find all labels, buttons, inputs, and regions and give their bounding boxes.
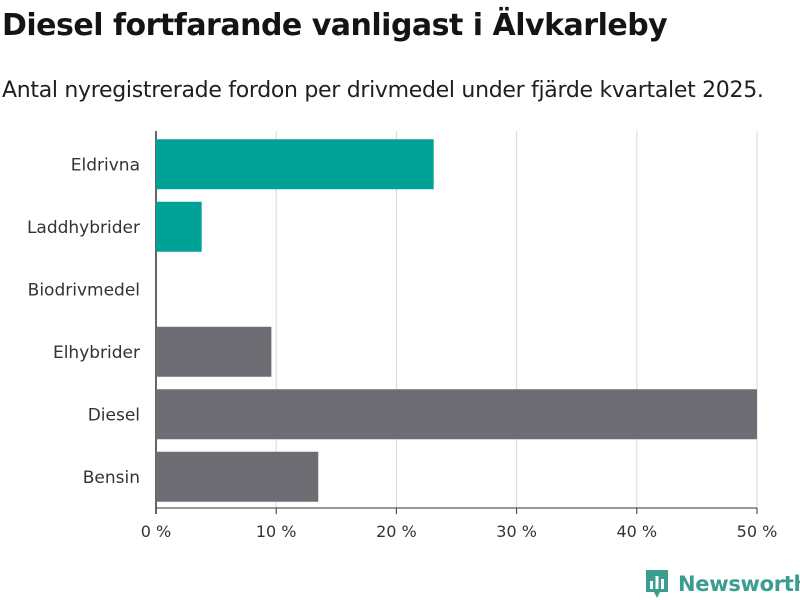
bar-diesel (156, 389, 757, 440)
bar-elhybrider (156, 326, 272, 377)
bar-chart: Eldrivna Laddhybrider Biodrivmedel Elhybrid… (27, 131, 778, 541)
x-tick-label: 30 % (496, 522, 537, 541)
x-tick-label: 50 % (737, 522, 778, 541)
chart-title: Diesel fortfarande vanligast i Älvkarleb… (2, 8, 668, 43)
category-label: Biodrivmedel (28, 280, 140, 300)
bars (156, 139, 757, 502)
bar-laddhybrider (156, 201, 202, 252)
category-label: Laddhybrider (27, 218, 140, 238)
brand-logo: Newsworthy (644, 568, 800, 600)
x-tick-label: 20 % (376, 522, 417, 541)
category-label: Diesel (88, 405, 140, 425)
chart-subtitle: Antal nyregistrerade fordon per drivmede… (2, 78, 764, 103)
category-label: Bensin (83, 468, 140, 488)
brand-name: Newsworthy (678, 572, 800, 596)
x-tick-labels: 0 % 10 % 20 % 30 % 40 % 50 % (141, 508, 778, 541)
grid-lines (155, 131, 758, 514)
x-tick-label: 40 % (616, 522, 657, 541)
category-label: Eldrivna (71, 155, 140, 175)
category-labels: Eldrivna Laddhybrider Biodrivmedel Elhybrid… (27, 155, 140, 488)
bar-bensin (156, 451, 319, 502)
bar-eldrivna (156, 139, 434, 190)
newsworthy-logo-icon (646, 570, 668, 598)
category-label: Elhybrider (53, 343, 140, 363)
x-tick-label: 0 % (141, 522, 171, 541)
x-tick-label: 10 % (256, 522, 297, 541)
